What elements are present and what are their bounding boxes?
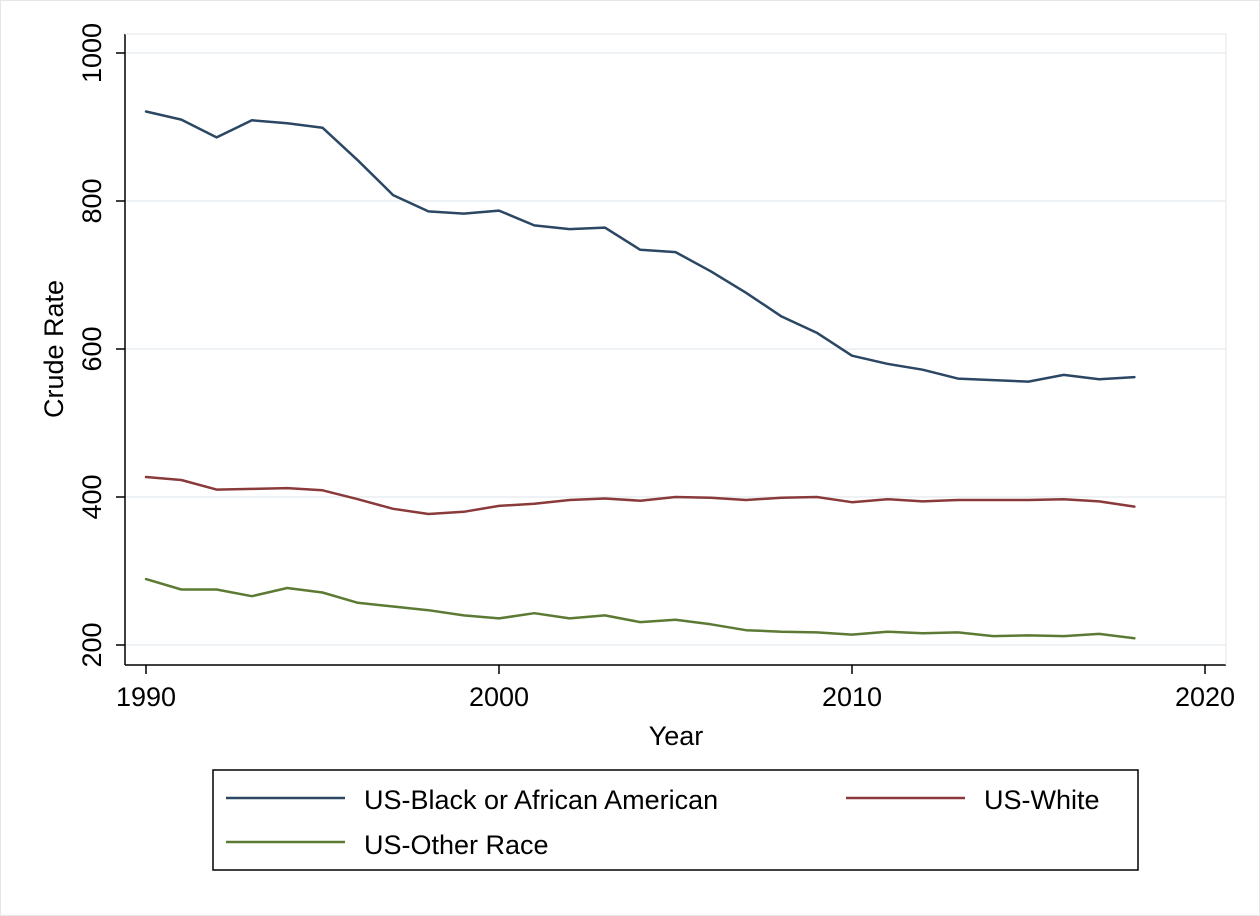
x-tick-label: 2020 [1175,682,1235,712]
series-line-2 [144,577,1136,640]
series-line-1 [144,475,1136,516]
series-line-0 [144,110,1136,383]
y-ticks: 200 400 600 800 1000 [77,23,125,668]
x-tick-label: 2000 [469,682,529,712]
y-tick-label: 400 [77,474,107,519]
legend-label-black: US-Black or African American [364,785,718,815]
series-lines [144,110,1136,640]
x-tick-label: 2010 [822,682,882,712]
legend-box [212,769,1139,871]
legend: US-Black or African American US-White US… [212,769,1139,871]
y-tick-label: 1000 [77,23,107,83]
y-tick-label: 600 [77,326,107,371]
legend-label-other: US-Other Race [364,830,549,860]
x-tick-label: 1990 [116,682,176,712]
legend-label-white: US-White [984,785,1100,815]
y-tick-label: 800 [77,178,107,223]
x-axis-title: Year [649,721,704,751]
y-tick-label: 200 [77,622,107,667]
y-axis-title: Crude Rate [39,280,69,418]
x-ticks: 1990 2000 2010 2020 [116,665,1235,712]
